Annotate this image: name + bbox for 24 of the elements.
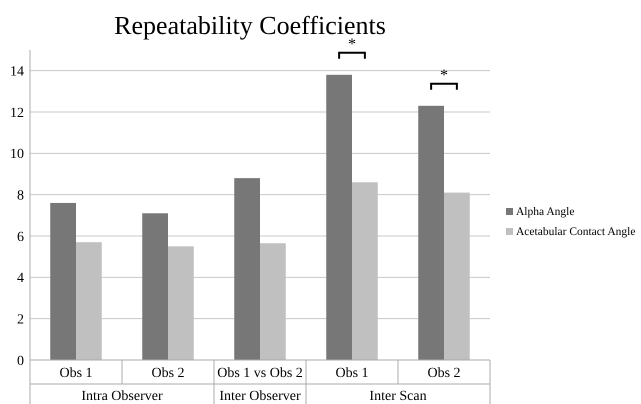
text: Inter Scan: [369, 389, 427, 404]
text: Inter Observer: [219, 389, 301, 404]
bar: [418, 106, 444, 360]
y-tick-label: 8: [17, 188, 24, 204]
legend-label: Alpha Angle: [516, 206, 574, 218]
x-tick-label: Obs 1: [59, 366, 93, 381]
y-tick-label: 14: [10, 64, 24, 80]
y-tick-label: 0: [17, 354, 24, 369]
bar: [142, 213, 168, 360]
legend-label: Acetabular Contact Angle: [516, 226, 636, 238]
y-tick-label: 2: [17, 312, 24, 328]
y-tick-label: 4: [17, 271, 24, 286]
y-tick-label: 6: [17, 230, 24, 245]
annotation: *: [440, 66, 448, 84]
x-tick-label: Obs 2: [427, 366, 461, 381]
bar: [234, 178, 260, 360]
text: Intra Observer: [81, 389, 163, 404]
y-tick-label: 10: [10, 147, 24, 162]
x-tick-label: Obs 2: [151, 366, 185, 381]
bar: [50, 202, 76, 360]
x-tick-label: Obs 1: [335, 366, 369, 381]
bar: [326, 74, 352, 360]
x-tick-label: Obs 1 vs Obs 2: [217, 366, 303, 381]
y-tick-label: 12: [10, 106, 24, 121]
